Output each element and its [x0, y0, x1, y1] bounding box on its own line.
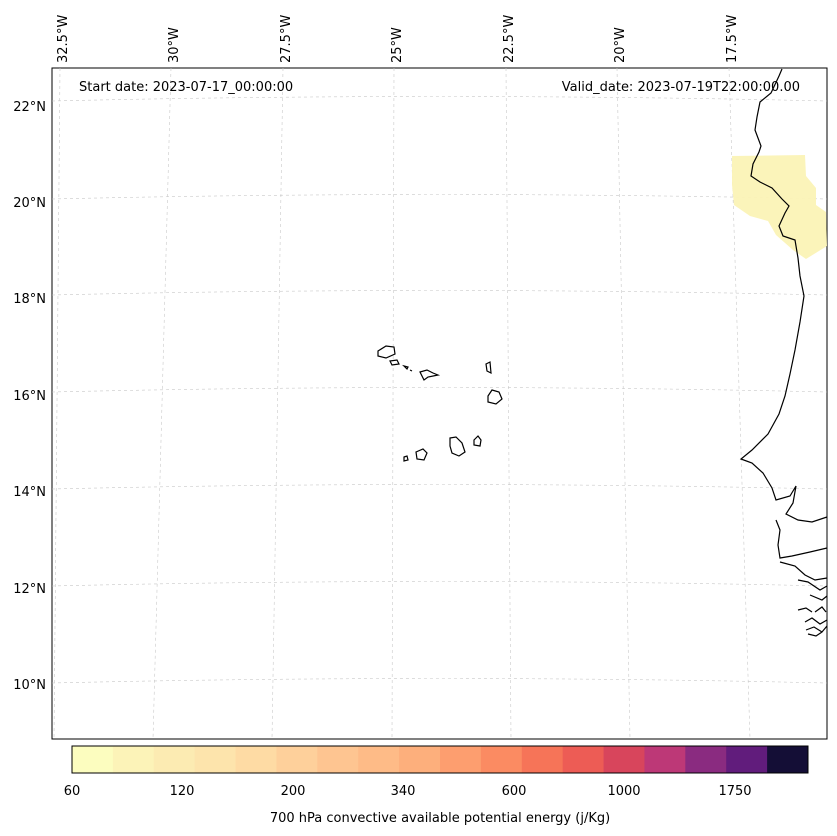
colorbar-cell [726, 746, 768, 773]
colorbar-tick-label: 340 [391, 784, 416, 799]
colorbar [72, 746, 809, 773]
lat-label: 14°N [13, 485, 46, 500]
cape-verde-islands [377, 345, 503, 462]
lat-label: 22°N [13, 100, 46, 115]
colorbar-tick-label: 600 [502, 784, 527, 799]
valid-date-label: Valid_date: 2023-07-19T22:00:00.00 [562, 80, 800, 95]
colorbar-cell [440, 746, 482, 773]
map-axes [51, 67, 828, 740]
colorbar-cell [562, 746, 605, 773]
colorbar-ticks: 60 120 200 340 600 1000 1750 [64, 784, 752, 799]
lon-label: 25°W [390, 27, 405, 63]
colorbar-cell [644, 746, 686, 773]
longitude-labels: 32.5°W 30°W 27.5°W 25°W 22.5°W 20°W 17.5… [56, 15, 740, 63]
lon-label: 30°W [167, 27, 182, 63]
coastline-guinea [779, 561, 828, 601]
lon-label: 22.5°W [502, 15, 517, 63]
lat-label: 20°N [13, 196, 46, 211]
colorbar-label: 700 hPa convective available potential e… [270, 811, 610, 826]
coastline-bissagos [797, 606, 828, 637]
lat-label: 12°N [13, 582, 46, 597]
colorbar-cell [72, 746, 114, 773]
african-coastline-south [775, 519, 828, 559]
colorbar-tick-label: 200 [281, 784, 306, 799]
colorbar-cell [358, 746, 400, 773]
lon-label: 32.5°W [56, 15, 71, 63]
lat-label: 18°N [13, 292, 46, 307]
colorbar-cell [276, 746, 318, 773]
latitude-labels: 22°N 20°N 18°N 16°N 14°N 12°N 10°N [13, 100, 46, 693]
african-coastline [739, 68, 828, 523]
colorbar-tick-label: 60 [64, 784, 81, 799]
lon-label: 20°W [613, 27, 628, 63]
lon-label: 27.5°W [279, 15, 294, 63]
graticule [51, 67, 828, 740]
colorbar-frame [71, 745, 809, 774]
colorbar-cell [399, 746, 441, 773]
colorbar-cell [194, 746, 237, 773]
colorbar-cell [112, 746, 155, 773]
lon-label: 17.5°W [725, 15, 740, 63]
colorbar-cell [603, 746, 645, 773]
colorbar-tick-label: 1750 [718, 784, 751, 799]
colorbar-cell [480, 746, 523, 773]
colorbar-cell [685, 746, 727, 773]
colorbar-tick-label: 120 [170, 784, 195, 799]
colorbar-cell [767, 746, 809, 773]
lat-label: 16°N [13, 389, 46, 404]
cape-field-patch [732, 155, 827, 259]
colorbar-cell [317, 746, 359, 773]
colorbar-cell [521, 746, 564, 773]
colorbar-cell [153, 746, 196, 773]
colorbar-cell [235, 746, 277, 773]
colorbar-tick-label: 1000 [607, 784, 640, 799]
lat-label: 10°N [13, 678, 46, 693]
start-date-label: Start date: 2023-07-17_00:00:00 [79, 80, 293, 95]
